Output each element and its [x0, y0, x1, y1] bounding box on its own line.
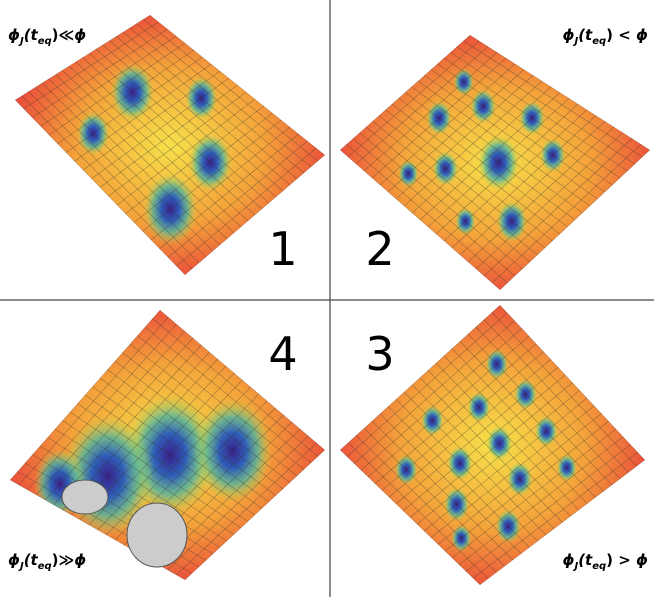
- condition-label: ϕJ(teq)≪ϕ: [8, 26, 86, 47]
- label-part: ϕ: [636, 551, 648, 569]
- label-part: ϕ: [636, 26, 648, 44]
- figure: ϕJ(teq)≪ϕ 1 ϕJ(teq) < ϕ 2 ϕJ(teq)≫ϕ 4 ϕJ(teq) …: [0, 0, 654, 597]
- label-part: ϕ: [563, 551, 575, 569]
- label-part: ): [52, 551, 59, 569]
- panel-number: 4: [268, 327, 297, 381]
- label-part: <: [613, 26, 636, 44]
- condition-label: ϕJ(teq) < ϕ: [563, 26, 649, 47]
- panel-number: 1: [268, 222, 297, 276]
- label-part: eq: [592, 561, 606, 572]
- label-part: eq: [592, 36, 606, 47]
- condition-label: ϕJ(teq) > ϕ: [563, 551, 649, 572]
- label-part: ϕ: [8, 26, 20, 44]
- label-part: ϕ: [74, 26, 86, 44]
- label-part: ϕ: [8, 551, 20, 569]
- label-part: eq: [38, 561, 52, 572]
- label-part: ): [606, 26, 613, 44]
- label-part: >: [613, 551, 636, 569]
- label-part: ): [52, 26, 59, 44]
- label-part: ≫: [59, 551, 75, 569]
- panel-number: 3: [365, 327, 394, 381]
- condition-label: ϕJ(teq)≫ϕ: [8, 551, 86, 572]
- panel-number: 2: [365, 222, 394, 276]
- label-part: ): [606, 551, 613, 569]
- label-part: ϕ: [74, 551, 86, 569]
- label-part: ≪: [59, 26, 75, 44]
- label-part: ϕ: [563, 26, 575, 44]
- hole: [127, 503, 187, 567]
- label-part: eq: [38, 36, 52, 47]
- hole: [62, 480, 108, 514]
